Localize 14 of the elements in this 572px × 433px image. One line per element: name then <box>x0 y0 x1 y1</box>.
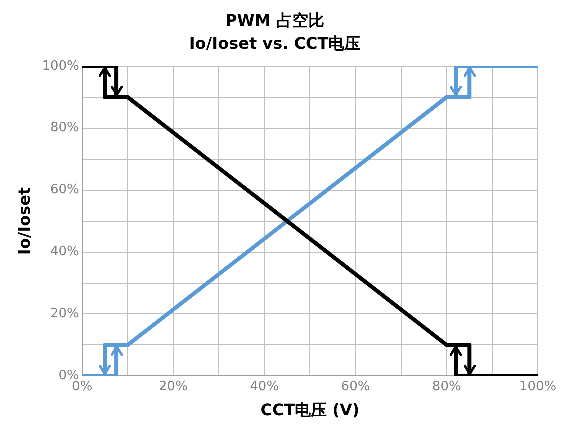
y-axis-title: Io/Ioset <box>14 187 34 256</box>
x-tick-label: 20% <box>159 379 188 394</box>
y-tick-label: 60% <box>50 182 80 198</box>
y-tick-label: 80% <box>50 120 80 136</box>
y-tick-label: 40% <box>50 244 80 260</box>
x-tick-label: 80% <box>432 379 462 394</box>
y-tick-label: 20% <box>50 306 80 322</box>
chart-subtitle: Io/Ioset vs. CCT电压 <box>189 34 361 53</box>
y-tick-label: 100% <box>42 58 80 74</box>
x-tick-label: 40% <box>250 379 280 394</box>
chart-title: PWM 占空比 <box>226 10 324 30</box>
x-axis-title: CCT电压 (V) <box>260 400 360 420</box>
x-tick-label: 100% <box>519 379 557 394</box>
x-tick-label: 60% <box>341 379 370 394</box>
